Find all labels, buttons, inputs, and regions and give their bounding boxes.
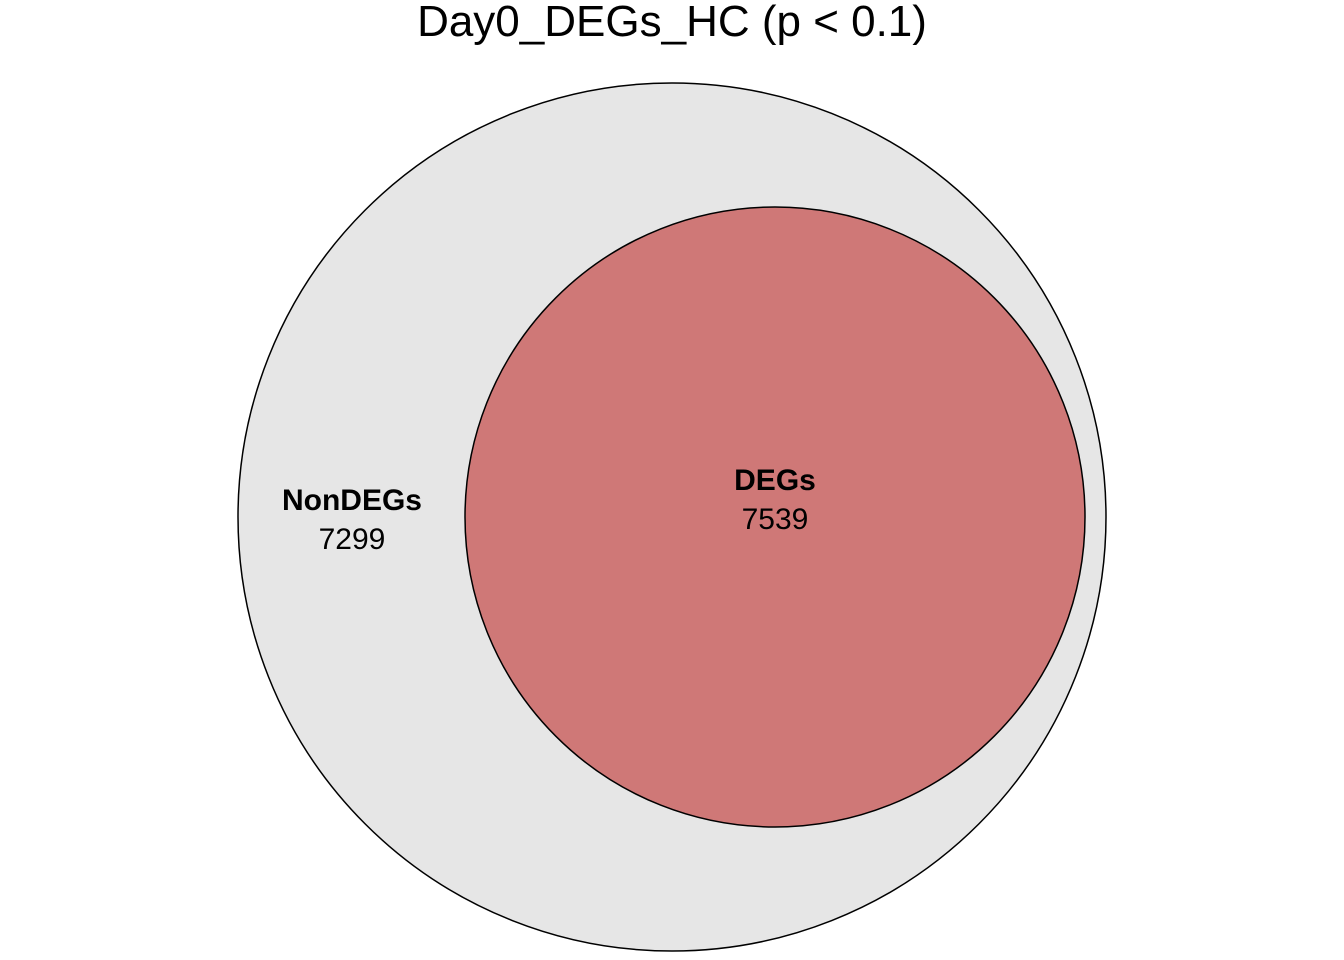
chart-title: Day0_DEGs_HC (p < 0.1) bbox=[417, 0, 927, 46]
nondegs-count: 7299 bbox=[319, 523, 386, 556]
degs-count: 7539 bbox=[742, 503, 809, 536]
degs-circle bbox=[464, 206, 1086, 828]
degs-label: DEGs bbox=[734, 464, 816, 497]
nondegs-label: NonDEGs bbox=[282, 484, 422, 517]
